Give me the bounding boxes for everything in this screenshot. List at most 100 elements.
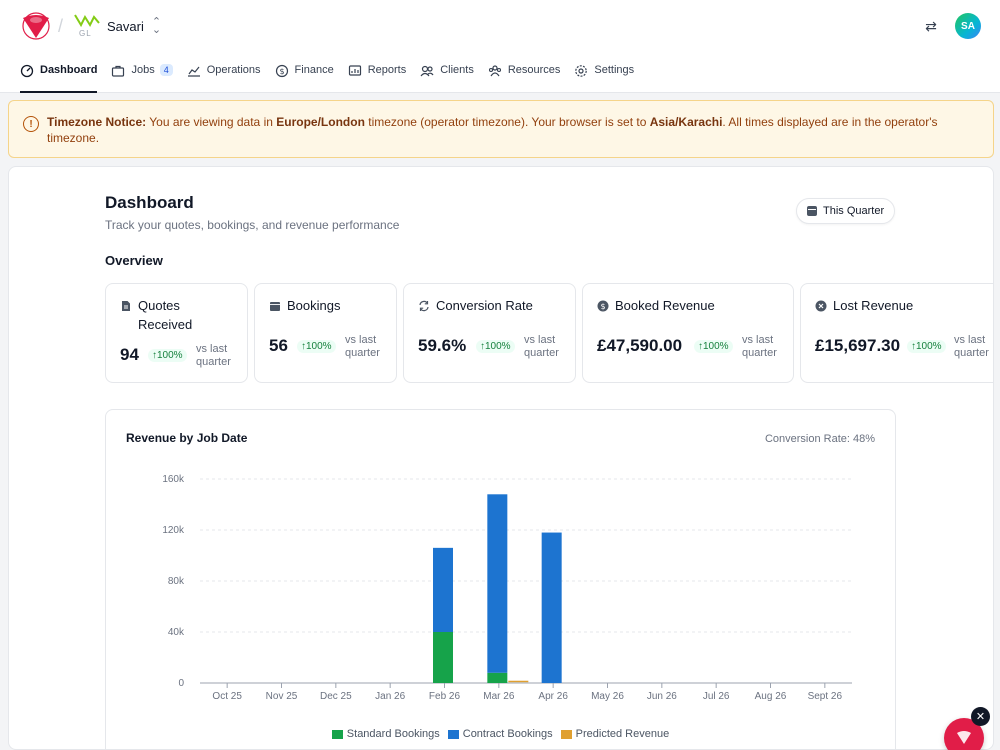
chart-legend: Standard Bookings Contract Bookings Predic…: [106, 728, 895, 740]
card-title-text: Bookings: [287, 298, 341, 313]
chart-conversion-rate: Conversion Rate: 48%: [764, 433, 875, 445]
legend-label: Predicted Revenue: [575, 728, 670, 740]
tab-label: Reports: [367, 64, 407, 76]
bar-contract: [541, 532, 562, 683]
card-delta-badge: ↑100%: [148, 349, 187, 362]
tab-operations[interactable]: Operations: [187, 58, 261, 93]
card-delta-badge: ↑100%: [297, 340, 336, 353]
legend-swatch: [560, 729, 572, 739]
tab-label: Jobs: [131, 64, 155, 76]
x-circle-icon: [815, 300, 827, 312]
dollar-circle-icon: $: [597, 300, 609, 312]
delta-value: 100%: [485, 341, 511, 352]
bar-standard: [487, 672, 508, 683]
delta-value: 100%: [157, 350, 183, 361]
card-comparison: vs last quarter: [345, 334, 380, 359]
avatar[interactable]: SA: [955, 13, 981, 39]
delta-value: 100%: [703, 341, 729, 352]
period-selector-button[interactable]: This Quarter: [796, 198, 896, 224]
tab-settings[interactable]: Settings: [574, 58, 634, 93]
x-tick-label: Dec 25: [320, 691, 352, 702]
close-icon[interactable]: ✕: [971, 707, 990, 726]
card-delta-badge: ↑100%: [694, 340, 733, 353]
app-logo-icon[interactable]: [20, 10, 52, 42]
card-value: £47,590.00: [597, 336, 683, 355]
quotes-received-card[interactable]: Quotes Received 94 ↑100% vs last quarter: [105, 283, 248, 383]
switch-icon[interactable]: ⇄: [925, 17, 937, 34]
chart-title: Revenue by Job Date: [126, 431, 248, 445]
delta-value: 100%: [916, 341, 942, 352]
brand: / GL Savari ⌃ ⌄: [20, 10, 161, 42]
tab-clients[interactable]: Clients: [420, 58, 474, 93]
tab-jobs[interactable]: Jobs 4: [111, 58, 173, 93]
y-tick-label: 120k: [162, 525, 185, 536]
bookings-card[interactable]: Bookings 56 ↑100% vs last quarter: [254, 283, 397, 383]
legend-label: Contract Bookings: [462, 728, 553, 740]
svg-text:$: $: [279, 67, 284, 76]
tab-label: Operations: [206, 64, 261, 76]
page-subtitle: Track your quotes, bookings, and revenue…: [105, 218, 400, 232]
operator-timezone: Europe/London: [276, 115, 365, 129]
booked-revenue-card[interactable]: $ Booked Revenue £47,590.00 ↑100% vs las…: [582, 283, 794, 383]
x-tick-label: Sept 26: [808, 691, 843, 702]
card-title: $ Booked Revenue: [597, 296, 715, 315]
card-value: 56: [269, 336, 288, 355]
y-tick-label: 40k: [168, 627, 185, 638]
revenue-bar-chart: 0 40k 80k 120k 160k Oct 25 Nov 25 Dec 25 Jan 26 F…: [162, 474, 852, 702]
top-bar: / GL Savari ⌃ ⌄ ⇄ SA Dashboard Jobs 4 Ope…: [0, 0, 1000, 93]
chat-logo-icon: [957, 731, 971, 744]
refresh-icon: [419, 300, 429, 312]
x-tick-label: Feb 26: [429, 691, 461, 702]
y-tick-label: 0: [178, 678, 184, 689]
trend-icon: [187, 66, 200, 77]
legend-item[interactable]: Standard Bookings: [331, 728, 440, 740]
revenue-chart-card: Revenue by Job Date Conversion Rate: 48%…: [105, 409, 896, 749]
tab-label: Resources: [507, 64, 561, 76]
card-comparison: vs last quarter: [954, 334, 989, 359]
lost-revenue-card[interactable]: Lost Revenue £15,697.30 ↑100% vs last qu…: [800, 283, 993, 383]
notice-text-part: timezone (operator timezone). Your brows…: [364, 115, 650, 129]
tab-reports[interactable]: Reports: [348, 58, 407, 93]
card-delta-badge: ↑100%: [476, 340, 515, 353]
card-title: Bookings: [269, 296, 340, 315]
timezone-notice: ! Timezone Notice: You are viewing data …: [8, 100, 994, 158]
card-title-text: Lost Revenue: [833, 298, 914, 313]
notice-text-part: . All times displayed are in the operato…: [47, 115, 938, 145]
team-icon: [488, 65, 501, 77]
tab-label: Dashboard: [40, 64, 98, 76]
org-logo-icon: GL: [73, 11, 101, 41]
x-tick-label: Jan 26: [375, 691, 405, 702]
tab-dashboard[interactable]: Dashboard: [20, 58, 98, 93]
period-label: This Quarter: [823, 205, 885, 217]
tab-label: Finance: [294, 64, 334, 76]
jobs-count-badge: 4: [159, 64, 173, 76]
notice-label: Timezone Notice:: [47, 115, 147, 129]
card-title-text: Quotes Received: [138, 298, 193, 332]
chevron-updown-icon[interactable]: ⌃ ⌄: [151, 16, 162, 36]
legend-item[interactable]: Contract Bookings: [447, 728, 553, 740]
tab-label: Clients: [440, 64, 474, 76]
alert-circle-icon: !: [23, 116, 39, 132]
browser-timezone: Asia/Karachi: [649, 115, 723, 129]
card-delta-badge: ↑100%: [907, 340, 946, 353]
x-tick-label: Aug 26: [755, 691, 787, 702]
card-title: Conversion Rate: [418, 296, 533, 315]
tab-resources[interactable]: Resources: [488, 58, 561, 93]
main-nav: Dashboard Jobs 4 Operations $ Finance Re…: [20, 58, 648, 93]
card-title-text: Conversion Rate: [436, 298, 533, 313]
delta-value: 100%: [306, 341, 332, 352]
org-name[interactable]: Savari: [107, 18, 144, 34]
x-tick-label: Jul 26: [703, 691, 730, 702]
notice-text-part: You are viewing data in: [146, 115, 277, 129]
conversion-rate-card[interactable]: Conversion Rate 59.6% ↑100% vs last quar…: [403, 283, 576, 383]
main-panel: Dashboard Track your quotes, bookings, a…: [8, 166, 994, 750]
timezone-notice-text: Timezone Notice: You are viewing data in…: [47, 114, 977, 146]
x-tick-label: Jun 26: [647, 691, 677, 702]
tab-finance[interactable]: $ Finance: [275, 58, 334, 93]
x-tick-label: May 26: [591, 691, 624, 702]
card-comparison: vs last quarter: [524, 334, 559, 359]
bar-predicted: [508, 680, 529, 683]
dashboard-icon: [20, 64, 34, 78]
document-icon: [122, 301, 130, 311]
legend-item[interactable]: Predicted Revenue: [560, 728, 670, 740]
